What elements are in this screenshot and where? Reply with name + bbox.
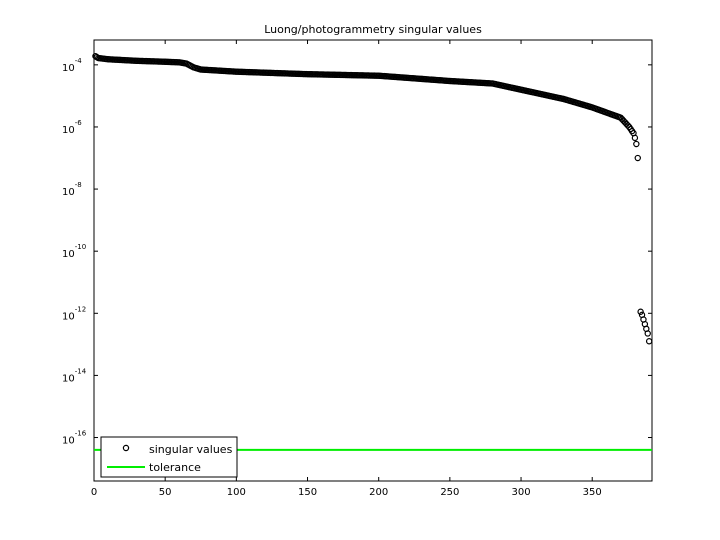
data-point <box>634 154 641 162</box>
legend: singular values tolerance <box>100 436 238 478</box>
legend-label-singular-values: singular values <box>149 443 233 456</box>
y-tick-label: 10-12 <box>62 305 86 322</box>
legend-marker-singular-values <box>122 444 130 452</box>
y-tick-label: 10-14 <box>62 367 87 384</box>
x-tick-label: 200 <box>369 487 388 498</box>
x-tick-label: 100 <box>227 487 246 498</box>
data-point <box>645 338 653 345</box>
legend-box <box>100 436 238 478</box>
data-point <box>631 134 639 142</box>
y-tick-label: 10-10 <box>62 243 86 260</box>
y-tick-label: 10-6 <box>62 119 82 136</box>
x-tick-label: 50 <box>159 487 172 498</box>
singular-values-series <box>92 52 653 345</box>
x-axis: 0 50 100 150 200 250 300 350 <box>91 40 602 498</box>
x-tick-label: 0 <box>91 487 97 498</box>
data-point <box>644 330 651 337</box>
chart-title: Luong/photogrammetry singular values <box>264 23 482 36</box>
y-axis: 10-4 10-6 10-8 10-10 10-12 10-14 10-16 <box>62 57 652 447</box>
y-tick-label: 10-8 <box>62 181 82 198</box>
plot-area <box>93 39 653 482</box>
y-tick-label: 10-16 <box>62 430 87 447</box>
x-tick-label: 300 <box>511 487 530 498</box>
x-tick-label: 350 <box>583 487 602 498</box>
x-tick-label: 150 <box>298 487 317 498</box>
x-tick-label: 250 <box>440 487 459 498</box>
y-tick-label: 10-4 <box>62 57 82 74</box>
data-point <box>633 140 640 148</box>
data-point <box>637 308 644 315</box>
legend-label-tolerance: tolerance <box>149 461 201 474</box>
